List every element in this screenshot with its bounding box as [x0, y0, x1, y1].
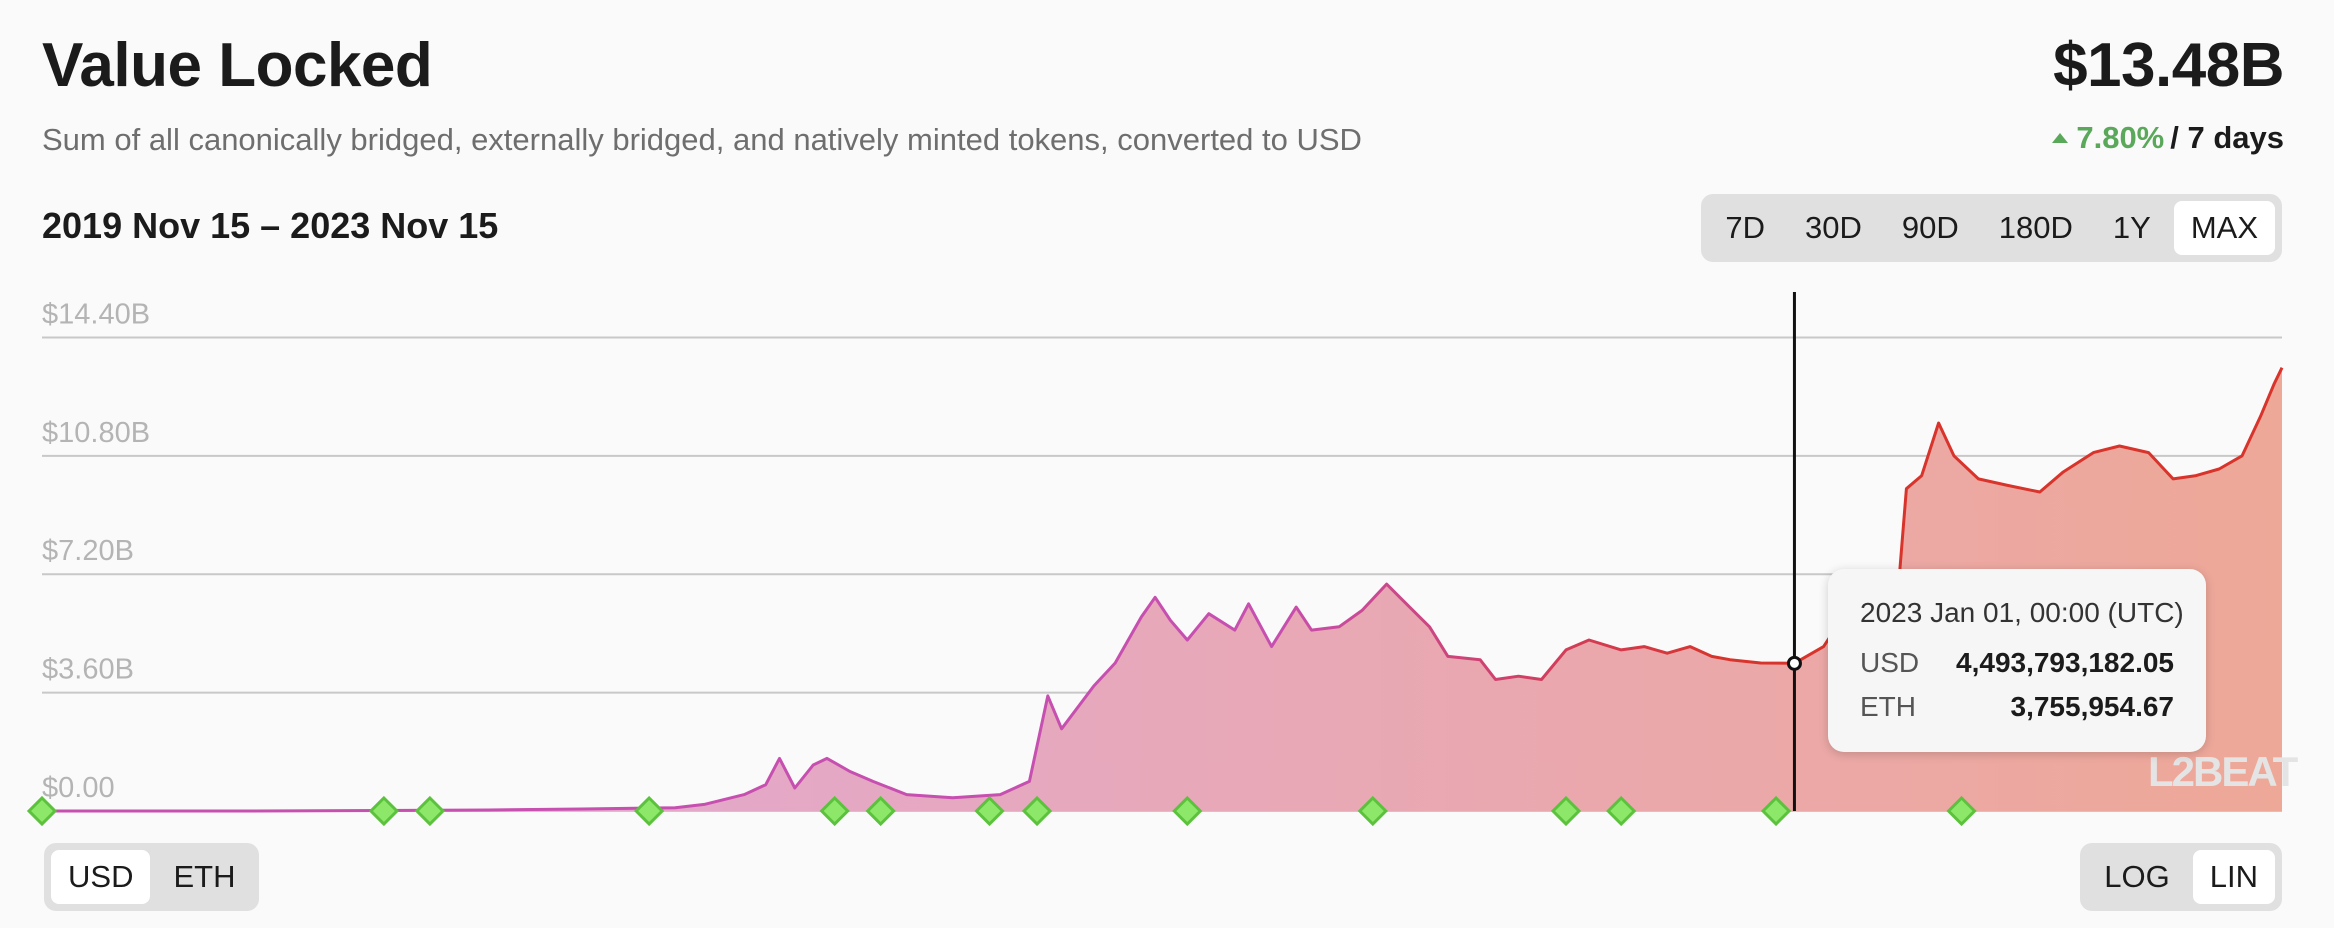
change-percent: 7.80% — [2076, 120, 2165, 155]
milestone-marker[interactable] — [368, 795, 400, 827]
y-tick-label: $0.00 — [42, 772, 115, 804]
change-period: / 7 days — [2170, 120, 2284, 155]
milestone-marker[interactable] — [634, 795, 665, 827]
scale-selector: LOG LIN — [2080, 843, 2282, 912]
l2beat-watermark: L2BEAT — [2148, 748, 2298, 795]
y-tick-label: $7.20B — [42, 535, 134, 567]
tooltip-eth-row: ETH 3,755,954.67 — [1860, 691, 2174, 723]
y-tick-label: $14.40B — [42, 298, 150, 330]
range-90d-button[interactable]: 90D — [1901, 210, 1959, 245]
tooltip-eth-value: 3,755,954.67 — [2010, 691, 2175, 722]
scale-log-button[interactable]: LOG — [2104, 859, 2170, 894]
tooltip-eth-label: ETH — [1860, 691, 1916, 722]
unit-selector: USD ETH — [44, 843, 260, 912]
unit-eth-button[interactable]: ETH — [173, 859, 236, 894]
y-tick-label: $10.80B — [42, 417, 150, 449]
tooltip-usd-label: USD — [1860, 647, 1920, 678]
arrow-up-icon — [2052, 133, 2069, 143]
milestone-marker[interactable] — [974, 795, 1005, 827]
milestone-marker[interactable] — [1760, 795, 1792, 827]
range-7d-button[interactable]: 7D — [1725, 210, 1766, 245]
tooltip-usd-row: USD 4,493,793,182.05 — [1860, 647, 2174, 679]
series-area — [42, 367, 2282, 811]
y-tick-label: $3.60B — [42, 654, 134, 686]
time-range-selector: 7D 30D 90D 180D 1Y MAX — [1701, 194, 2282, 263]
milestone-marker[interactable] — [1606, 795, 1637, 827]
milestone-marker[interactable] — [865, 795, 896, 827]
milestone-marker[interactable] — [414, 795, 446, 827]
milestone-marker[interactable] — [1550, 795, 1582, 827]
hover-point — [1786, 655, 1802, 671]
milestone-marker[interactable] — [819, 795, 850, 827]
unit-usd-button[interactable]: USD — [51, 850, 151, 905]
milestone-marker[interactable] — [1946, 795, 1977, 827]
milestone-marker[interactable] — [1021, 795, 1053, 827]
tooltip-date: 2023 Jan 01, 00:00 (UTC) — [1860, 597, 2184, 628]
milestone-marker[interactable] — [26, 795, 58, 827]
range-max-button[interactable]: MAX — [2173, 201, 2275, 256]
change-indicator: 7.80% / 7 days — [2052, 120, 2284, 156]
series-line — [42, 367, 2284, 813]
tooltip-usd-value: 4,493,793,182.05 — [1956, 647, 2174, 678]
page-title: Value Locked — [42, 31, 433, 100]
change-up: 7.80% — [2052, 120, 2164, 156]
total-value: $13.48B — [2053, 31, 2284, 100]
milestone-marker[interactable] — [1172, 795, 1203, 827]
date-range: 2019 Nov 15 – 2023 Nov 15 — [42, 205, 499, 246]
range-180d-button[interactable]: 180D — [1998, 210, 2073, 245]
page-subtitle: Sum of all canonically bridged, external… — [42, 122, 1362, 157]
scale-lin-button[interactable]: LIN — [2192, 850, 2275, 905]
chart-tooltip: 2023 Jan 01, 00:00 (UTC) USD 4,493,793,1… — [1828, 569, 2206, 752]
range-1y-button[interactable]: 1Y — [2112, 210, 2151, 245]
range-30d-button[interactable]: 30D — [1805, 210, 1862, 245]
milestone-marker[interactable] — [1357, 795, 1388, 827]
